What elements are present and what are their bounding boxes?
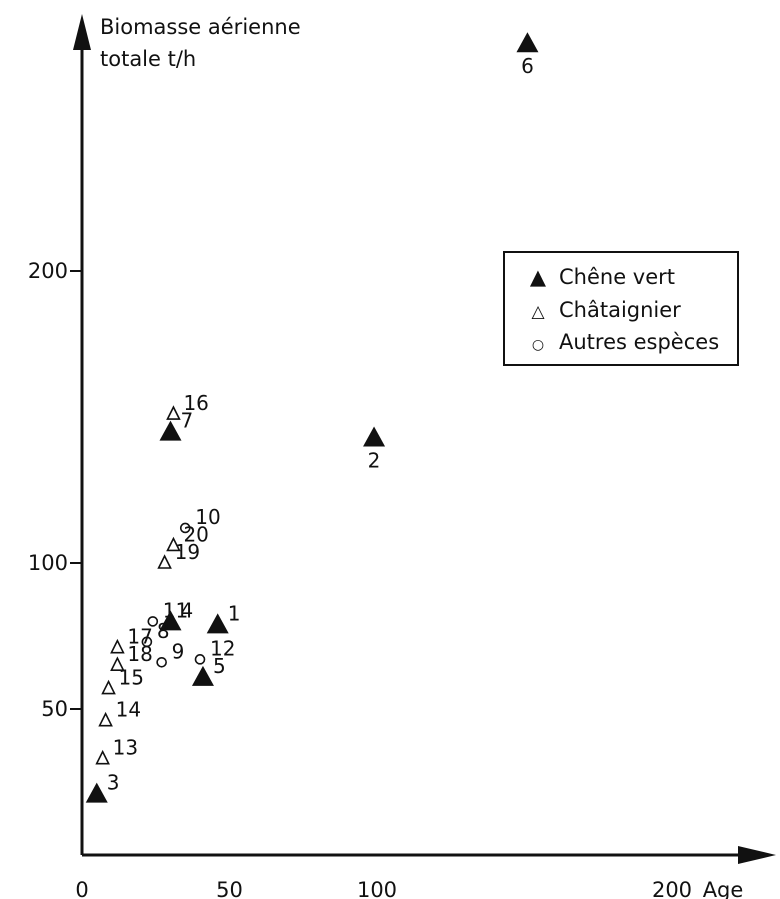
ticks: 0 50 100 200 50 100 200 (28, 259, 692, 899)
point-label: 19 (175, 540, 200, 564)
point-label: 3 (107, 771, 120, 795)
point-label: 6 (521, 54, 534, 78)
legend-label: Chêne vert (559, 265, 676, 289)
point-label: 1 (228, 601, 241, 625)
point-open-circle (194, 654, 206, 665)
y-tick-label: 100 (28, 551, 68, 575)
point-label: 17 (127, 625, 152, 649)
point-open-triangle (166, 405, 181, 420)
x-tick-label: 50 (216, 878, 243, 899)
point-label: 7 (181, 409, 194, 433)
point-label: 4 (181, 598, 194, 622)
filled-triangle-icon: ▲ (529, 265, 547, 289)
point-open-circle (147, 616, 159, 627)
point-open-triangle (157, 554, 172, 569)
point-open-circle (141, 636, 153, 648)
point-filled-triangle (363, 426, 386, 447)
x-tick-label: 200 (652, 878, 692, 899)
legend-item-chene-vert: ▲ Chêne vert (527, 265, 675, 289)
point-label: 12 (210, 636, 235, 660)
point-label: 2 (368, 448, 381, 472)
y-axis-arrow (73, 14, 91, 50)
open-triangle-icon: △ (531, 302, 545, 322)
y-axis-label-line2: totale t/h (100, 47, 196, 71)
axes (73, 14, 776, 864)
point-filled-triangle (159, 420, 182, 441)
point-filled-triangle (159, 610, 182, 631)
y-axis-label-line1: Biomasse aérienne (100, 15, 301, 39)
point-open-circle (179, 522, 191, 534)
point-open-triangle (110, 638, 125, 654)
open-circle-icon: ○ (531, 337, 545, 353)
legend-item-autres-especes: ○ Autres espèces (527, 330, 719, 354)
y-tick-label: 200 (28, 259, 68, 283)
point-open-circle (156, 656, 167, 668)
point-open-triangle (98, 711, 113, 727)
point-label: 16 (183, 391, 208, 415)
point-open-triangle (95, 749, 110, 765)
x-tick-label: 100 (357, 878, 397, 899)
point-label: 5 (213, 654, 226, 678)
point-label: 9 (172, 639, 185, 663)
legend-label: Autres espèces (559, 330, 720, 354)
x-tick-label: 0 (75, 878, 88, 899)
legend: ▲ Chêne vert △ Châtaignier ○ Autres espèces (503, 251, 739, 366)
point-filled-triangle (206, 613, 229, 634)
point-filled-triangle (516, 32, 539, 53)
point-label: 11 (163, 598, 188, 622)
point-filled-triangle (85, 782, 108, 803)
x-axis-arrow (738, 846, 776, 864)
point-label: 14 (116, 698, 141, 722)
point-label: 20 (183, 522, 208, 546)
point-open-triangle (110, 656, 125, 672)
point-label: 13 (113, 736, 138, 760)
point-filled-triangle (191, 665, 214, 686)
point-open-triangle (166, 536, 181, 552)
legend-label: Châtaignier (559, 298, 681, 322)
x-axis-label: Age (703, 878, 744, 899)
point-label: 10 (195, 505, 220, 529)
legend-item-chataignier: △ Châtaignier (527, 298, 681, 322)
point-label: 8 (157, 619, 170, 643)
point-open-triangle (101, 679, 116, 695)
y-tick-label: 50 (41, 697, 68, 721)
